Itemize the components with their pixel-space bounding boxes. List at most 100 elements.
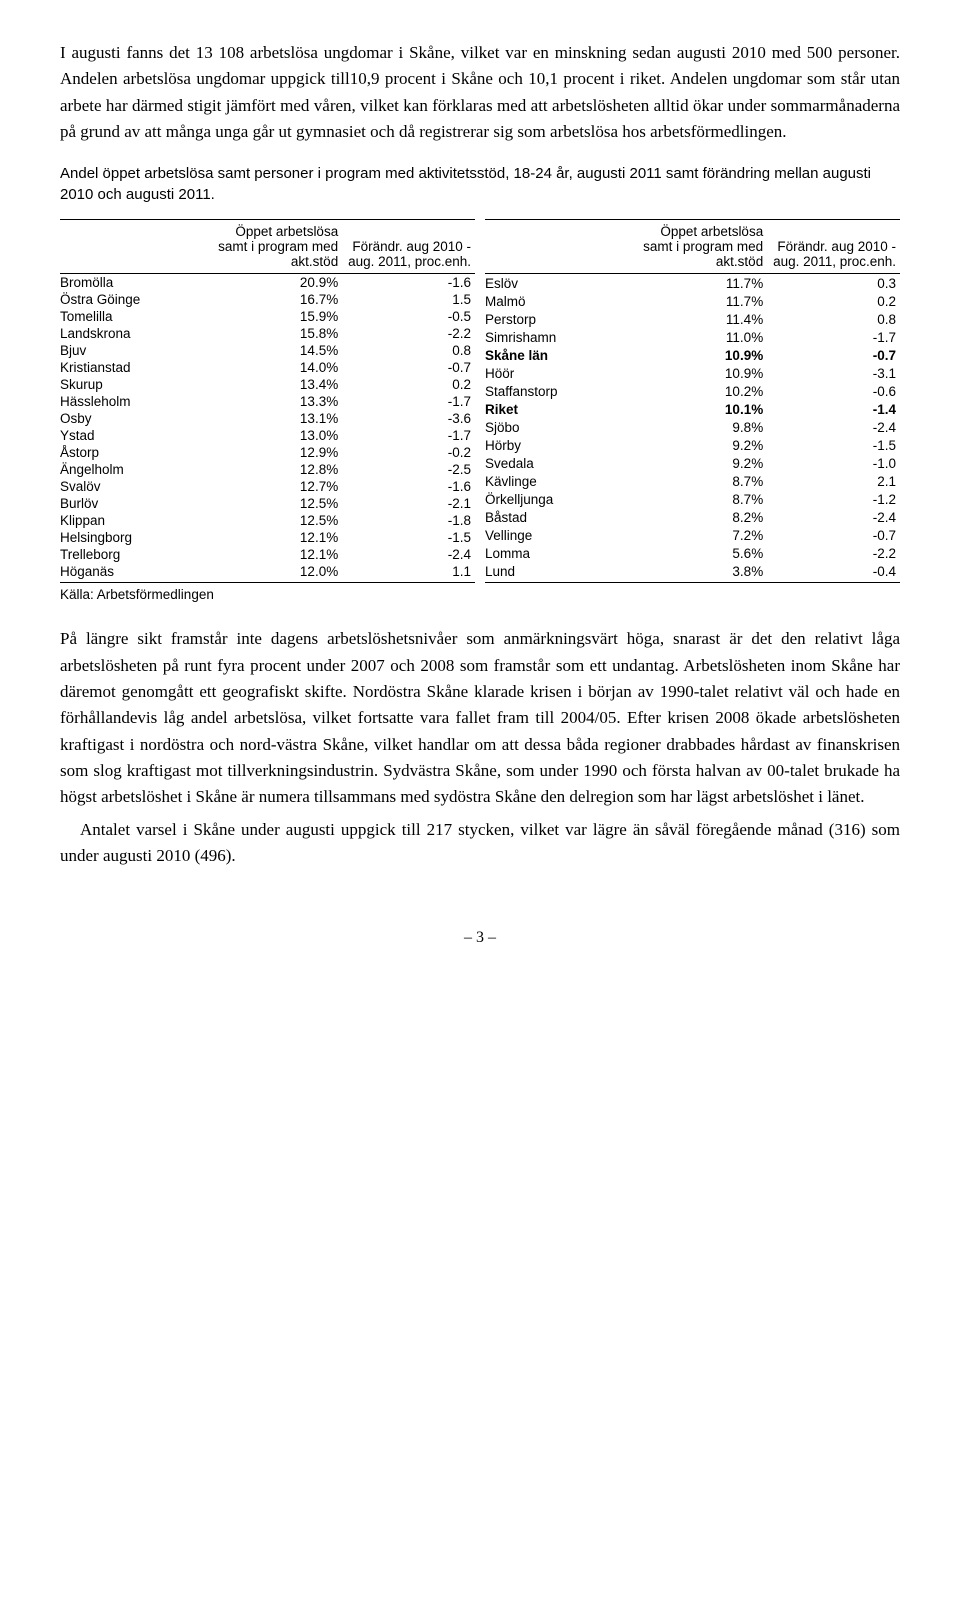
row-chg: -1.4 [767, 400, 900, 418]
table-row: Burlöv12.5%-2.1 [60, 495, 475, 512]
row-pct: 10.2% [634, 382, 767, 400]
row-pct: 12.8% [209, 461, 342, 478]
row-chg: -1.6 [342, 274, 475, 292]
row-name: Ystad [60, 427, 209, 444]
row-pct: 12.5% [209, 495, 342, 512]
table-row: Höganäs12.0%1.1 [60, 563, 475, 583]
table-row: Örkelljunga8.7%-1.2 [485, 490, 900, 508]
table-row: Perstorp11.4%0.8 [485, 310, 900, 328]
right-table: Öppet arbetslösa samt i program med akt.… [485, 219, 900, 583]
table-row: Trelleborg12.1%-2.4 [60, 546, 475, 563]
row-chg: -1.5 [342, 529, 475, 546]
row-pct: 8.7% [634, 472, 767, 490]
row-pct: 15.9% [209, 308, 342, 325]
table-row: Bromölla20.9%-1.6 [60, 274, 475, 292]
table-source: Källa: Arbetsförmedlingen [60, 587, 900, 602]
row-pct: 12.1% [209, 529, 342, 546]
row-name: Bjuv [60, 342, 209, 359]
table-row: Ängelholm12.8%-2.5 [60, 461, 475, 478]
table-row: Simrishamn11.0%-1.7 [485, 328, 900, 346]
row-name: Malmö [485, 292, 634, 310]
row-name: Landskrona [60, 325, 209, 342]
row-name: Riket [485, 400, 634, 418]
row-pct: 13.1% [209, 410, 342, 427]
row-chg: -0.7 [767, 346, 900, 364]
table-row: Vellinge7.2%-0.7 [485, 526, 900, 544]
row-chg: -3.6 [342, 410, 475, 427]
right-col-name [485, 220, 634, 274]
row-name: Hörby [485, 436, 634, 454]
row-pct: 9.2% [634, 436, 767, 454]
row-pct: 20.9% [209, 274, 342, 292]
row-name: Burlöv [60, 495, 209, 512]
row-chg: -1.7 [342, 427, 475, 444]
table-row: Eslöv11.7%0.3 [485, 274, 900, 293]
row-name: Båstad [485, 508, 634, 526]
row-name: Höör [485, 364, 634, 382]
row-pct: 10.1% [634, 400, 767, 418]
row-pct: 8.2% [634, 508, 767, 526]
row-chg: -1.5 [767, 436, 900, 454]
row-pct: 10.9% [634, 346, 767, 364]
left-col-pct-header: Öppet arbetslösa samt i program med akt.… [209, 220, 342, 274]
row-pct: 11.4% [634, 310, 767, 328]
row-pct: 13.0% [209, 427, 342, 444]
row-name: Kristianstad [60, 359, 209, 376]
row-chg: -2.2 [767, 544, 900, 562]
table-row: Kävlinge8.7%2.1 [485, 472, 900, 490]
row-pct: 15.8% [209, 325, 342, 342]
row-pct: 13.3% [209, 393, 342, 410]
table-row: Klippan12.5%-1.8 [60, 512, 475, 529]
table-row: Lund3.8%-0.4 [485, 562, 900, 583]
row-name: Skurup [60, 376, 209, 393]
row-pct: 7.2% [634, 526, 767, 544]
table-row: Östra Göinge16.7%1.5 [60, 291, 475, 308]
row-chg: -2.1 [342, 495, 475, 512]
row-chg: 1.5 [342, 291, 475, 308]
row-name: Bromölla [60, 274, 209, 292]
paragraph-1: I augusti fanns det 13 108 arbetslösa un… [60, 40, 900, 145]
table-row: Lomma5.6%-2.2 [485, 544, 900, 562]
row-pct: 3.8% [634, 562, 767, 583]
row-name: Svedala [485, 454, 634, 472]
table-row: Kristianstad14.0%-0.7 [60, 359, 475, 376]
table-row: Skåne län10.9%-0.7 [485, 346, 900, 364]
row-name: Östra Göinge [60, 291, 209, 308]
row-chg: -1.2 [767, 490, 900, 508]
row-chg: -2.2 [342, 325, 475, 342]
left-table-head: Öppet arbetslösa samt i program med akt.… [60, 220, 475, 274]
row-pct: 16.7% [209, 291, 342, 308]
row-pct: 10.9% [634, 364, 767, 382]
table-row: Riket10.1%-1.4 [485, 400, 900, 418]
page-number: – 3 – [60, 929, 900, 947]
row-chg: 2.1 [767, 472, 900, 490]
row-name: Skåne län [485, 346, 634, 364]
row-name: Höganäs [60, 563, 209, 583]
left-table: Öppet arbetslösa samt i program med akt.… [60, 219, 475, 583]
row-name: Osby [60, 410, 209, 427]
table-row: Hörby9.2%-1.5 [485, 436, 900, 454]
row-chg: -1.6 [342, 478, 475, 495]
row-name: Tomelilla [60, 308, 209, 325]
table-caption: Andel öppet arbetslösa samt personer i p… [60, 163, 900, 205]
row-name: Ängelholm [60, 461, 209, 478]
row-name: Simrishamn [485, 328, 634, 346]
row-name: Helsingborg [60, 529, 209, 546]
row-name: Trelleborg [60, 546, 209, 563]
row-chg: -0.7 [342, 359, 475, 376]
row-chg: -2.4 [767, 418, 900, 436]
table-row: Bjuv14.5%0.8 [60, 342, 475, 359]
table-row: Svedala9.2%-1.0 [485, 454, 900, 472]
row-name: Örkelljunga [485, 490, 634, 508]
row-name: Hässleholm [60, 393, 209, 410]
row-pct: 12.5% [209, 512, 342, 529]
row-name: Perstorp [485, 310, 634, 328]
right-table-body: Eslöv11.7%0.3Malmö11.7%0.2Perstorp11.4%0… [485, 274, 900, 583]
row-pct: 5.6% [634, 544, 767, 562]
table-row: Landskrona15.8%-2.2 [60, 325, 475, 342]
table-row: Helsingborg12.1%-1.5 [60, 529, 475, 546]
row-chg: -2.5 [342, 461, 475, 478]
tables-container: Öppet arbetslösa samt i program med akt.… [60, 219, 900, 583]
row-name: Vellinge [485, 526, 634, 544]
left-col-name [60, 220, 209, 274]
